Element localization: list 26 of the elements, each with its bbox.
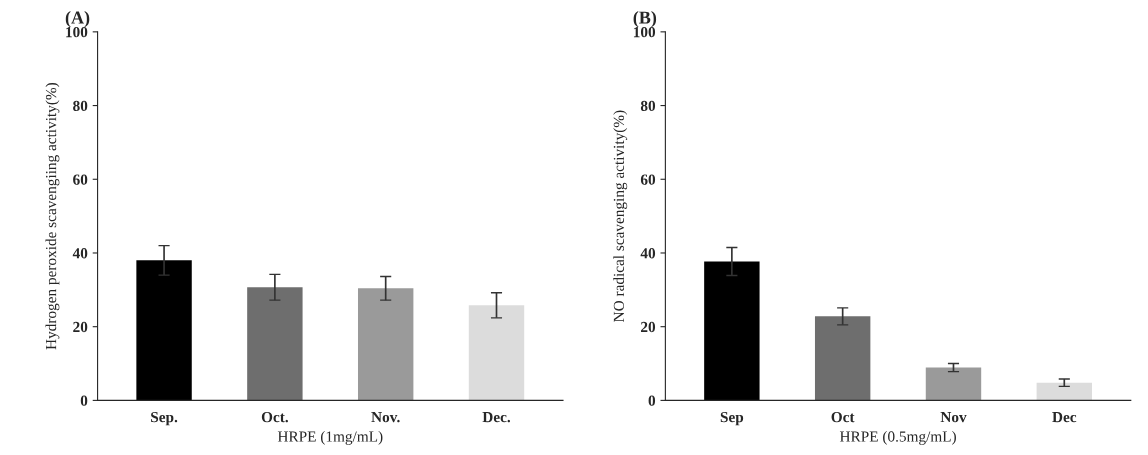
y-tick-label: 20	[73, 321, 88, 333]
x-tick-label: Nov	[940, 412, 967, 423]
x-axis-title: HRPE (1mg/mL)	[277, 430, 383, 445]
x-tick-label: Nov.	[371, 412, 400, 423]
y-tick-label: 0	[648, 395, 656, 406]
y-tick-label: 80	[640, 100, 656, 112]
y-tick-label: 100	[66, 26, 88, 38]
y-tick-label: 20	[641, 321, 656, 333]
y-tick-label: 60	[640, 174, 656, 185]
x-tick-label: Sep	[720, 412, 744, 426]
y-tick-label: 40	[72, 248, 88, 259]
y-tick-label: 40	[640, 248, 656, 259]
y-tick-label: 0	[80, 395, 88, 406]
x-tick-label: Dec	[1052, 412, 1077, 423]
y-tick-label: 60	[73, 174, 88, 185]
chart-title: (B)	[633, 10, 657, 28]
y-axis-title: NO radical scavenging activity(%)	[613, 110, 628, 322]
x-axis-title: HRPE (0.5mg/mL)	[839, 430, 956, 445]
y-tick-label: 100	[633, 26, 656, 38]
x-tick-label: Dec.	[482, 412, 511, 423]
y-axis-title: Hydrogen peroxide scavengiing activity(%)	[45, 82, 60, 350]
chart-title: (A)	[65, 10, 90, 28]
x-tick-label: Sep.	[151, 412, 178, 426]
x-tick-label: Oct.	[261, 412, 288, 423]
y-tick-label: 80	[73, 100, 88, 112]
x-tick-label: Oct	[831, 412, 855, 423]
